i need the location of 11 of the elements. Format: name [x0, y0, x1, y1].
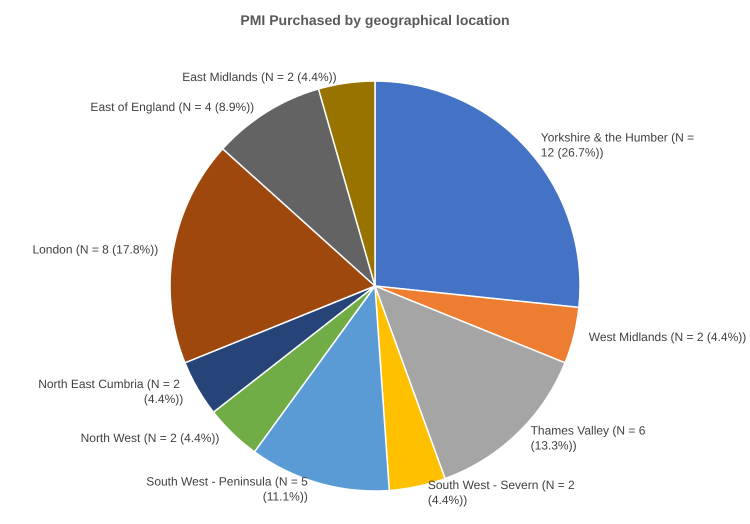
- chart-title: PMI Purchased by geographical location: [240, 12, 510, 28]
- slice-label: Thames Valley (N = 6 (13.3%)): [530, 423, 649, 452]
- slice-label: North East Cumbria (N = 2 (4.4%)): [38, 377, 184, 406]
- slice-label: West Midlands (N = 2 (4.4%)): [588, 330, 746, 344]
- slice-label: Yorkshire & the Humber (N = 12 (26.7%)): [540, 130, 698, 160]
- slice-label: South West - Peninsula (N = 5 (11.1%)): [146, 474, 308, 504]
- slice-label: East Midlands (N = 2 (4.4%)): [182, 70, 337, 84]
- slice-label: London (N = 8 (17.8%)): [32, 242, 158, 256]
- slice-label: South West - Severn (N = 2 (4.4%)): [428, 478, 578, 507]
- slice-label: East of England (N = 4 (8.9%)): [90, 100, 254, 114]
- slice-label: North West (N = 2 (4.4%)): [80, 430, 220, 445]
